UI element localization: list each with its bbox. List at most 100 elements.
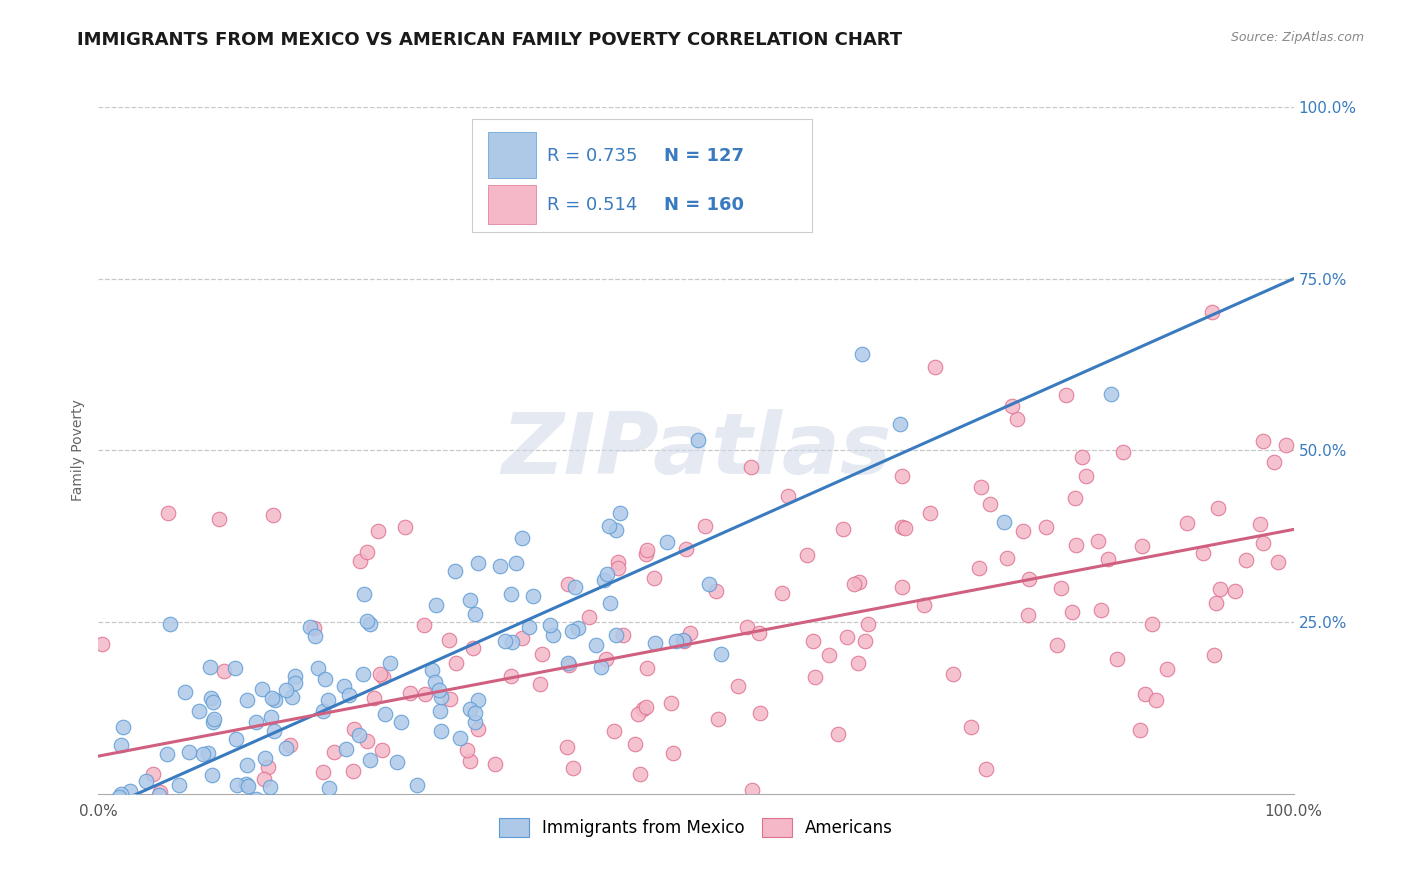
Americans bbox=[1060, 605, 1083, 619]
Americans bbox=[890, 580, 912, 594]
FancyBboxPatch shape bbox=[488, 132, 536, 178]
Immigrants from Mexico bbox=[378, 656, 401, 670]
Americans bbox=[1097, 551, 1119, 566]
Americans bbox=[627, 706, 650, 721]
Americans bbox=[395, 879, 418, 892]
Immigrants from Mexico bbox=[209, 822, 232, 837]
Americans bbox=[894, 521, 917, 535]
Americans bbox=[253, 799, 276, 814]
Immigrants from Mexico bbox=[236, 779, 259, 793]
Immigrants from Mexico bbox=[564, 580, 586, 594]
Immigrants from Mexico bbox=[359, 753, 381, 767]
Immigrants from Mexico bbox=[510, 531, 533, 545]
Americans bbox=[1144, 693, 1167, 707]
Americans bbox=[530, 648, 553, 662]
Americans bbox=[1208, 501, 1230, 516]
Americans bbox=[412, 618, 434, 632]
Americans bbox=[768, 855, 790, 869]
Americans bbox=[1001, 399, 1024, 413]
Immigrants from Mexico bbox=[135, 774, 157, 789]
Americans bbox=[673, 634, 696, 648]
Americans bbox=[1050, 581, 1073, 595]
Immigrants from Mexico bbox=[851, 347, 873, 361]
Americans bbox=[631, 702, 654, 716]
Americans bbox=[278, 738, 301, 752]
Immigrants from Mexico bbox=[262, 691, 284, 706]
Immigrants from Mexico bbox=[1099, 387, 1122, 401]
Americans bbox=[693, 518, 716, 533]
Americans bbox=[1133, 687, 1156, 701]
Americans bbox=[1054, 388, 1077, 402]
Immigrants from Mexico bbox=[202, 712, 225, 726]
Americans bbox=[1263, 455, 1285, 469]
Americans bbox=[157, 506, 180, 520]
Immigrants from Mexico bbox=[538, 618, 561, 632]
Americans bbox=[856, 617, 879, 632]
Immigrants from Mexico bbox=[118, 810, 141, 824]
Americans bbox=[363, 691, 385, 706]
Americans bbox=[91, 637, 114, 651]
Americans bbox=[1129, 723, 1152, 738]
Immigrants from Mexico bbox=[236, 757, 259, 772]
Immigrants from Mexico bbox=[605, 523, 627, 537]
Americans bbox=[1046, 638, 1069, 652]
Immigrants from Mexico bbox=[110, 738, 132, 752]
Americans bbox=[356, 545, 378, 559]
Americans bbox=[1267, 555, 1289, 569]
Immigrants from Mexico bbox=[598, 519, 620, 533]
Immigrants from Mexico bbox=[541, 628, 564, 642]
Immigrants from Mexico bbox=[699, 577, 721, 591]
Immigrants from Mexico bbox=[665, 634, 688, 648]
Americans bbox=[796, 548, 818, 562]
Americans bbox=[912, 599, 935, 613]
Immigrants from Mexico bbox=[592, 573, 614, 587]
Americans bbox=[959, 720, 981, 734]
Immigrants from Mexico bbox=[655, 535, 678, 549]
Immigrants from Mexico bbox=[458, 702, 481, 716]
Immigrants from Mexico bbox=[335, 742, 357, 756]
Americans bbox=[606, 561, 628, 575]
Immigrants from Mexico bbox=[352, 667, 374, 681]
Americans bbox=[1070, 450, 1092, 465]
Americans bbox=[394, 520, 416, 534]
Immigrants from Mexico bbox=[225, 778, 247, 792]
Americans bbox=[368, 667, 391, 681]
Americans bbox=[770, 869, 793, 883]
Americans bbox=[557, 657, 579, 672]
Americans bbox=[1142, 617, 1164, 632]
Americans bbox=[735, 620, 758, 634]
Immigrants from Mexico bbox=[591, 659, 613, 673]
Immigrants from Mexico bbox=[224, 661, 246, 675]
Immigrants from Mexico bbox=[385, 755, 408, 769]
Americans bbox=[1017, 608, 1039, 623]
Immigrants from Mexico bbox=[264, 692, 287, 706]
Immigrants from Mexico bbox=[307, 661, 329, 675]
Immigrants from Mexico bbox=[253, 751, 276, 765]
Immigrants from Mexico bbox=[118, 784, 141, 798]
Immigrants from Mexico bbox=[332, 679, 354, 693]
Americans bbox=[1249, 517, 1271, 532]
Americans bbox=[661, 746, 683, 760]
Immigrants from Mexico bbox=[599, 596, 621, 610]
Immigrants from Mexico bbox=[96, 812, 118, 826]
Immigrants from Mexico bbox=[585, 638, 607, 652]
Americans bbox=[704, 584, 727, 599]
Immigrants from Mexico bbox=[356, 614, 378, 628]
Immigrants from Mexico bbox=[349, 728, 371, 742]
Americans bbox=[1205, 596, 1227, 610]
Americans bbox=[1234, 553, 1257, 567]
Americans bbox=[253, 772, 276, 786]
Americans bbox=[607, 555, 630, 569]
Americans bbox=[456, 743, 478, 757]
Americans bbox=[651, 863, 673, 878]
Americans bbox=[240, 821, 263, 835]
Americans bbox=[1090, 603, 1112, 617]
Immigrants from Mexico bbox=[443, 564, 465, 578]
Immigrants from Mexico bbox=[245, 792, 267, 806]
Americans bbox=[612, 627, 634, 641]
Americans bbox=[322, 746, 344, 760]
Immigrants from Mexico bbox=[235, 777, 257, 791]
Immigrants from Mexico bbox=[467, 556, 489, 570]
Americans bbox=[1156, 662, 1178, 676]
Immigrants from Mexico bbox=[235, 693, 257, 707]
